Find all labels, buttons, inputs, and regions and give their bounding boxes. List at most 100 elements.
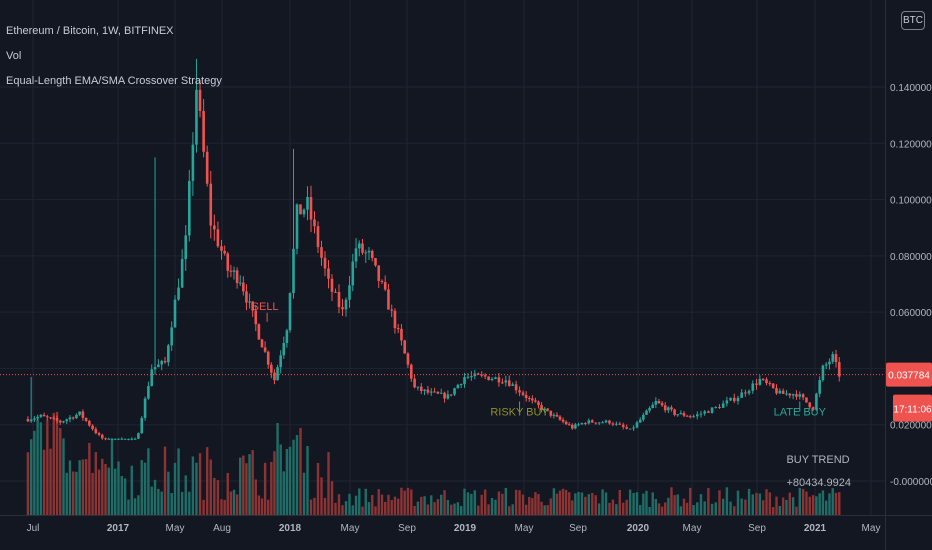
volume-indicator-label[interactable]: Vol xyxy=(6,50,22,62)
volume-bar xyxy=(818,493,821,515)
candle-body xyxy=(273,372,276,381)
candle-body xyxy=(558,416,562,420)
volume-bar xyxy=(670,487,673,515)
volume-bar xyxy=(110,439,114,515)
volume-bar xyxy=(245,463,248,515)
candle-body xyxy=(202,111,205,152)
candle-body xyxy=(137,433,140,439)
volume-bar xyxy=(494,499,497,515)
volume-bar xyxy=(209,459,212,515)
volume-bar xyxy=(195,462,198,515)
signal-label: SELL xyxy=(252,301,279,313)
candle-body xyxy=(260,339,264,348)
candle-body xyxy=(396,328,400,330)
volume-bar xyxy=(811,495,815,515)
candle-body xyxy=(775,388,778,394)
signal-label: RISKY BUY xyxy=(490,406,549,418)
volume-bar xyxy=(815,496,818,515)
volume-bar xyxy=(313,497,316,515)
currency-button[interactable]: BTC xyxy=(901,11,925,30)
volume-bar xyxy=(430,495,433,515)
volume-bar xyxy=(808,496,811,515)
candle-body xyxy=(707,411,710,413)
volume-bar xyxy=(177,448,180,515)
candle-body xyxy=(507,380,511,386)
candle-body xyxy=(232,270,236,272)
candle-body xyxy=(732,397,736,402)
x-tick-label: 2019 xyxy=(454,523,477,534)
candle-body xyxy=(453,388,456,395)
candle-body xyxy=(721,403,725,408)
chart-symbol-title[interactable]: Ethereum / Bitcoin, 1W, BITFINEX xyxy=(6,25,174,37)
candle-body xyxy=(714,406,718,408)
strategy-indicator-label[interactable]: Equal-Length EMA/SMA Crossover Strategy xyxy=(6,75,222,87)
candle-body xyxy=(597,422,601,424)
volume-bar xyxy=(257,495,261,515)
x-tick-label: Jul xyxy=(27,523,40,534)
volume-bar xyxy=(198,453,202,515)
volume-bar xyxy=(341,505,344,515)
volume-bar xyxy=(801,488,805,515)
candles xyxy=(26,58,841,441)
candle-body xyxy=(788,393,792,396)
candle-body xyxy=(574,424,577,429)
x-tick-label: Aug xyxy=(213,523,231,534)
candle-body xyxy=(654,401,658,405)
candle-body xyxy=(459,384,463,386)
volume-bar xyxy=(384,501,387,515)
candle-body xyxy=(223,250,226,254)
volume-bar xyxy=(191,456,195,515)
candle-body xyxy=(26,419,30,422)
volume-bar xyxy=(771,506,775,515)
volume-bar xyxy=(531,498,534,515)
candle-body xyxy=(377,265,381,281)
candle-body xyxy=(699,413,703,415)
volume-bar xyxy=(117,461,120,515)
volume-bar xyxy=(400,487,403,515)
volume-bar xyxy=(473,490,477,515)
volume-bar xyxy=(260,498,264,515)
countdown-badge xyxy=(893,394,932,422)
volume-bar xyxy=(33,430,36,515)
volume-bar xyxy=(306,446,309,515)
y-tick-label: 0.140000 xyxy=(890,83,932,94)
candle-body xyxy=(524,394,528,399)
candle-body xyxy=(433,391,436,393)
volume-bar xyxy=(673,495,676,515)
volume-bar xyxy=(528,496,531,515)
volume-bar xyxy=(831,488,834,515)
volume-bar xyxy=(239,457,242,515)
volume-bar xyxy=(334,502,337,515)
x-tick-label: Sep xyxy=(398,523,416,534)
volume-bar xyxy=(718,490,721,515)
volume-bar xyxy=(660,506,664,515)
grid-lines xyxy=(0,0,885,515)
volume-bar xyxy=(597,503,601,515)
volume-bar xyxy=(747,488,751,515)
volume-bar xyxy=(798,487,801,515)
candle-body xyxy=(781,390,785,394)
volume-bar xyxy=(699,494,703,515)
volume-bar xyxy=(470,493,473,515)
volume-bar xyxy=(153,479,157,515)
volume-bar xyxy=(364,488,367,515)
candle-body xyxy=(337,291,341,308)
volume-bar xyxy=(805,491,808,515)
y-tick-label: 0.020000 xyxy=(890,421,932,432)
candle-body xyxy=(527,398,531,400)
candle-body xyxy=(744,392,747,394)
time-axis-labels: Jul 2017 May Aug 2018 May Sep 2019 May Sep 2020 May… xyxy=(27,523,881,534)
candle-body xyxy=(590,420,594,423)
candle-body xyxy=(543,408,546,410)
candle-body xyxy=(808,402,812,408)
candle-body xyxy=(160,360,163,365)
volume-bar xyxy=(791,497,795,515)
volume-bar xyxy=(295,435,299,515)
candle-body xyxy=(55,418,59,421)
last-price-badge xyxy=(886,362,932,387)
volume-bar xyxy=(84,459,88,515)
candle-body xyxy=(584,423,587,425)
volume-bar xyxy=(380,494,384,515)
volume-bar xyxy=(220,499,223,515)
